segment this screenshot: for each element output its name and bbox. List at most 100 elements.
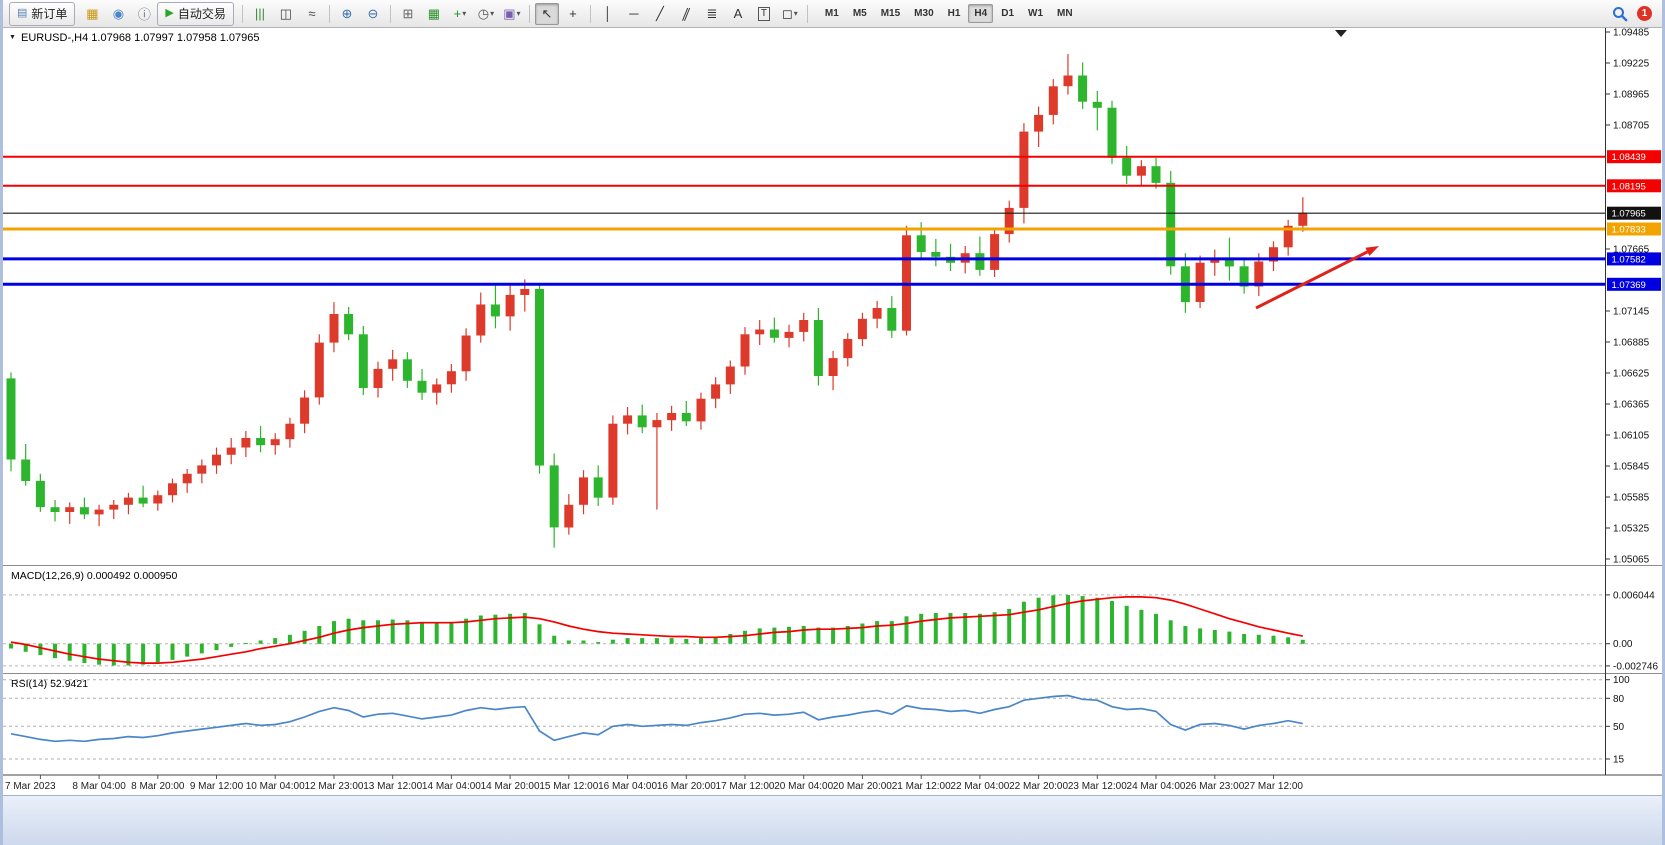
svg-text:1.06885: 1.06885 (1613, 338, 1650, 349)
price-axis[interactable]: 1.09485 1.09225 1.08965 1.08705 1.07665 1.071… (1605, 28, 1650, 566)
toolbar-right: 1 (1612, 6, 1656, 22)
svg-text:1.06105: 1.06105 (1613, 431, 1650, 442)
trendline-icon[interactable]: ╱ (655, 5, 664, 21)
svg-text:22 Mar 04:00: 22 Mar 04:00 (950, 781, 1009, 792)
crosshair-icon[interactable]: + (569, 6, 577, 21)
search-icon[interactable] (1612, 6, 1628, 22)
svg-text:7 Mar 2023: 7 Mar 2023 (5, 781, 56, 792)
svg-text:1.08965: 1.08965 (1613, 90, 1650, 101)
svg-text:1.07665: 1.07665 (1613, 245, 1650, 256)
svg-text:1.07369: 1.07369 (1612, 280, 1646, 291)
new-order-label: 新订单 (31, 7, 68, 21)
pane-separators[interactable] (3, 27, 1662, 776)
toolbar-separator (528, 4, 530, 23)
window-icons-group: ▦ ◉ ⓘ (79, 3, 157, 25)
price-level-badges: 1.08439 1.08195 1.07965 1.07833 1.07582 1.073… (1607, 150, 1661, 291)
svg-text:14 Mar 04:00: 14 Mar 04:00 (422, 781, 481, 792)
timeframe-d1[interactable]: D1 (1001, 8, 1015, 19)
svg-text:8 Mar 04:00: 8 Mar 04:00 (72, 781, 126, 792)
svg-text:1.07965: 1.07965 (1612, 209, 1646, 220)
timeframe-m30[interactable]: M30 (914, 8, 934, 19)
auto-trading-icon: ▶ (165, 7, 174, 19)
timeframe-m15[interactable]: M15 (880, 8, 901, 19)
notification-badge[interactable]: 1 (1637, 6, 1652, 21)
timeframe-m5[interactable]: M5 (852, 8, 867, 19)
timeframe-h1[interactable]: H1 (947, 8, 961, 19)
svg-text:1.08705: 1.08705 (1613, 121, 1650, 132)
svg-text:1.07582: 1.07582 (1612, 254, 1646, 265)
trend-arrow-annotation[interactable] (1255, 246, 1379, 310)
chart-canvas[interactable]: 1.09485 1.09225 1.08965 1.08705 1.07665 1.071… (3, 27, 1662, 795)
svg-text:1.09225: 1.09225 (1613, 59, 1650, 70)
timeframe-w1[interactable]: W1 (1028, 8, 1044, 19)
horizontal-line-icon[interactable]: ─ (629, 6, 639, 21)
svg-text:20 Mar 04:00: 20 Mar 04:00 (774, 781, 833, 792)
svg-text:1.09485: 1.09485 (1613, 28, 1650, 39)
timeframe-h4[interactable]: H4 (968, 4, 994, 23)
svg-text:16 Mar 04:00: 16 Mar 04:00 (598, 781, 657, 792)
timeframe-group: M1 M5 M15 M30 H1 H4 D1 W1 MN (818, 4, 1080, 23)
chart-background (3, 27, 1662, 795)
templates-icon[interactable]: ▣ ▾ (503, 5, 521, 21)
svg-text:16 Mar 20:00: 16 Mar 20:00 (657, 781, 716, 792)
new-order-icon: ▤ (17, 7, 28, 19)
svg-text:27 Mar 12:00: 27 Mar 12:00 (1244, 781, 1303, 792)
svg-text:12 Mar 23:00: 12 Mar 23:00 (305, 781, 364, 792)
rsi-line (10, 694, 1303, 743)
symbol-dropdown-icon[interactable]: ▼ (9, 34, 16, 41)
macd-histogram (9, 594, 1305, 666)
svg-text:10 Mar 04:00: 10 Mar 04:00 (246, 781, 305, 792)
timeframe-mn[interactable]: MN (1057, 8, 1073, 19)
chart-shift-marker-icon[interactable] (1335, 30, 1347, 37)
svg-text:0.006044: 0.006044 (1613, 590, 1655, 601)
macd-axis: 0.006044 0.00 -0.002746 (1605, 590, 1658, 672)
level-lines[interactable] (3, 155, 1606, 286)
svg-text:20 Mar 20:00: 20 Mar 20:00 (833, 781, 892, 792)
new-order-button[interactable]: ▤ 新订单 (9, 1, 76, 26)
time-axis[interactable]: 7 Mar 2023 8 Mar 04:00 8 Mar 20:00 9 Mar 12… (5, 775, 1303, 792)
auto-trading-label: 自动交易 (177, 7, 226, 21)
svg-text:1.06365: 1.06365 (1613, 400, 1650, 411)
bar-chart-icon[interactable]: ||| (254, 6, 265, 21)
tools-icons-group: ||| ◫ ≈ ⊕ ⊖ ⊞ ▦ + ▾ ◷ ▾ ▣ ▾ ↖ + │ ─ ╱ ∥ ≣ A T ◻ ▾ (238, 2, 812, 25)
grid-icon[interactable]: ▦ (427, 5, 441, 21)
market-watch-icon[interactable]: ◉ (112, 5, 125, 21)
shapes-icon[interactable]: ◻ ▾ (782, 5, 798, 21)
auto-trading-button[interactable]: ▶ 自动交易 (157, 1, 234, 26)
svg-text:1.08439: 1.08439 (1612, 152, 1646, 163)
svg-text:9 Mar 12:00: 9 Mar 12:00 (190, 781, 244, 792)
cursor-icon[interactable]: ↖ (534, 2, 559, 25)
data-window-icon[interactable]: ⓘ (137, 7, 151, 22)
fibonacci-icon[interactable]: ≣ (706, 5, 718, 21)
text-icon[interactable]: A (733, 6, 743, 21)
svg-text:23 Mar 12:00: 23 Mar 12:00 (1068, 781, 1127, 792)
svg-text:8 Mar 20:00: 8 Mar 20:00 (131, 781, 185, 792)
chart-title: EURUSD-,H4 1.07968 1.07997 1.07958 1.079… (21, 32, 260, 44)
rsi-indicator-label: RSI(14) 52.9421 (11, 678, 89, 690)
macd-signal-line (10, 596, 1303, 664)
tile-windows-icon[interactable]: ⊞ (402, 5, 414, 21)
svg-text:-0.002746: -0.002746 (1613, 661, 1658, 672)
svg-text:22 Mar 20:00: 22 Mar 20:00 (1009, 781, 1068, 792)
channel-icon[interactable]: ∥ (679, 5, 693, 21)
periods-icon[interactable]: ◷ ▾ (477, 5, 495, 21)
charts-window-icon[interactable]: ▦ (86, 5, 99, 21)
timeframe-m1[interactable]: M1 (824, 8, 839, 19)
svg-text:14 Mar 20:00: 14 Mar 20:00 (481, 781, 540, 792)
svg-text:80: 80 (1613, 694, 1625, 705)
svg-text:24 Mar 04:00: 24 Mar 04:00 (1127, 781, 1186, 792)
line-chart-icon[interactable]: ≈ (308, 6, 316, 21)
indicators-icon[interactable]: + ▾ (453, 6, 467, 21)
svg-text:1.05585: 1.05585 (1613, 493, 1650, 504)
text-label-icon[interactable]: T (752, 3, 776, 25)
main-toolbar: ▤ 新订单 ▦ ◉ ⓘ ▶ 自动交易 ||| ◫ ≈ ⊕ ⊖ ⊞ ▦ + ▾ ◷ ▾ ▣ ▾ ↖ + │ ─ ╱ ∥ ≣ A… (3, 0, 1662, 28)
candlestick-chart-icon[interactable]: ◫ (279, 5, 293, 21)
zoom-in-icon[interactable]: ⊕ (341, 5, 353, 21)
toolbar-separator (589, 4, 591, 23)
toolbar-separator (389, 4, 391, 23)
zoom-out-icon[interactable]: ⊖ (367, 5, 379, 21)
vertical-line-icon[interactable]: │ (603, 6, 612, 21)
svg-text:21 Mar 12:00: 21 Mar 12:00 (892, 781, 951, 792)
candles-layer (6, 54, 1308, 548)
